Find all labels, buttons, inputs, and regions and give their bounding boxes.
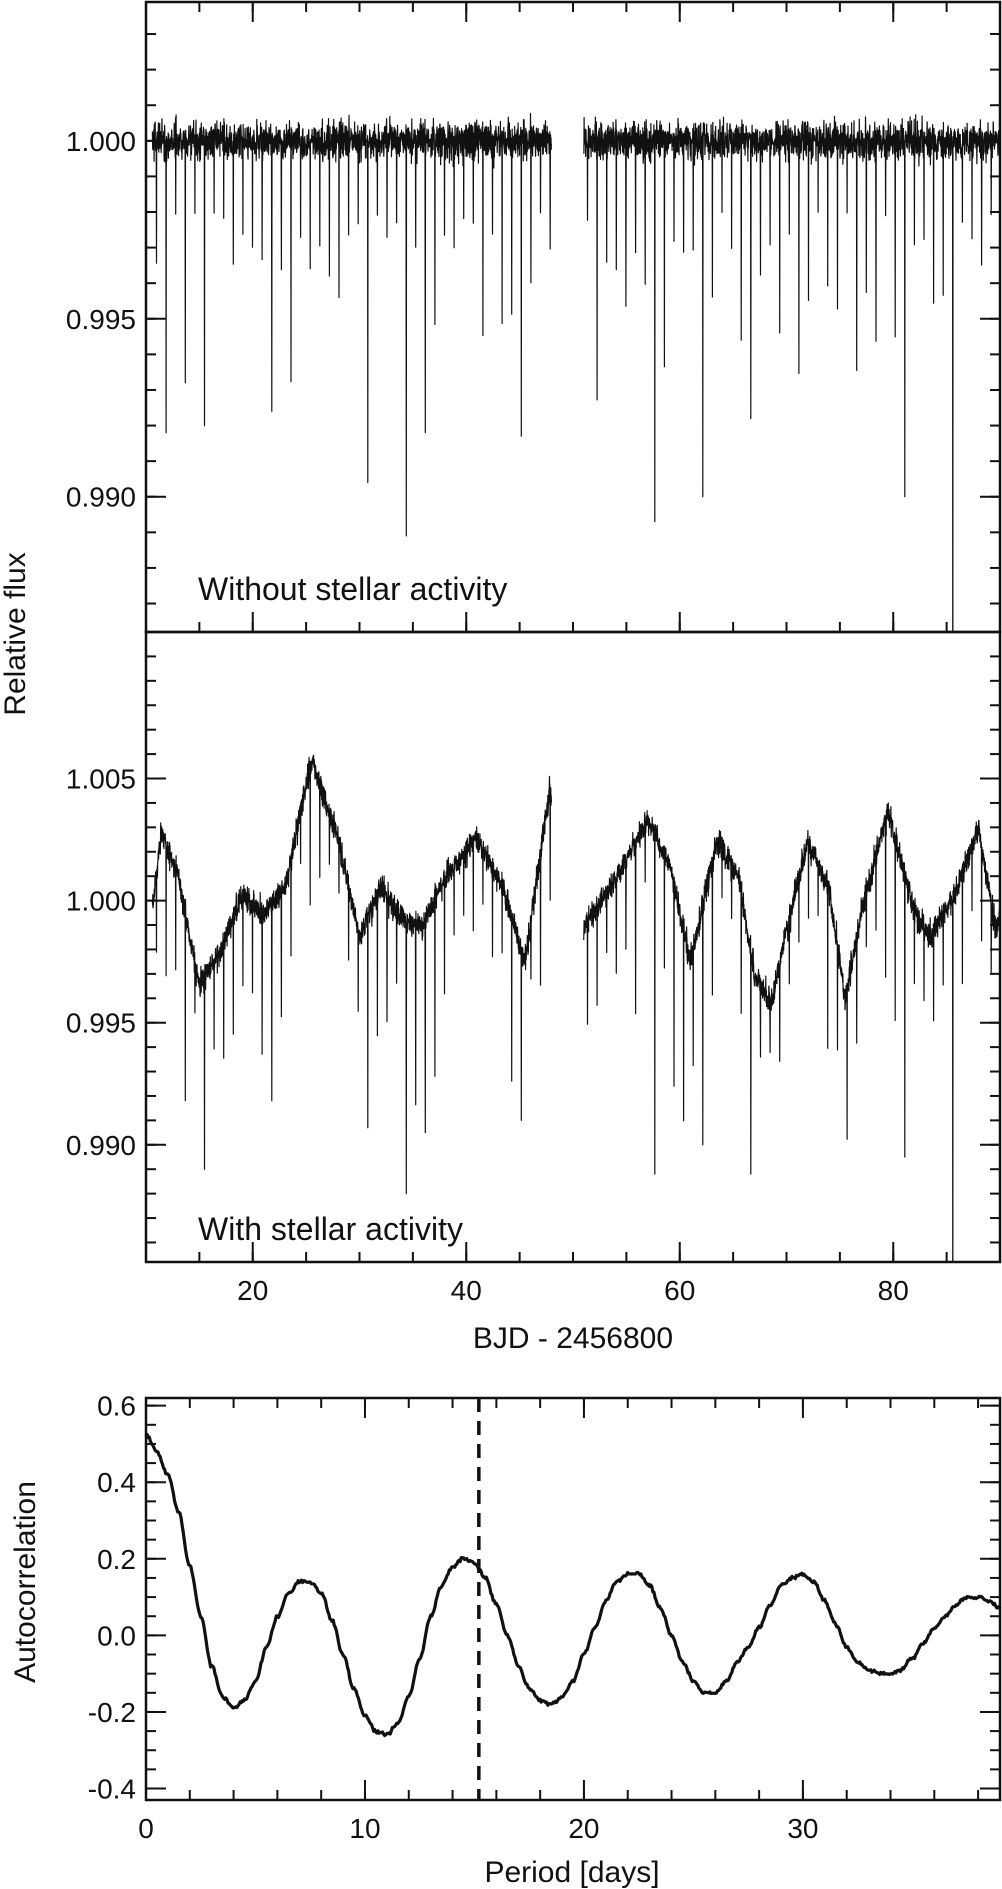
- x-axis-label-period: Period [days]: [484, 1856, 659, 1889]
- y-tick-label: 1.005: [66, 764, 136, 795]
- x-tick-label: 30: [787, 1813, 818, 1844]
- plot-frame: [144, 0, 1002, 634]
- x-axis-label-bjd: BJD - 2456800: [473, 1322, 673, 1355]
- y-tick-label: -0.2: [88, 1697, 136, 1728]
- x-tick-label: 80: [878, 1275, 909, 1306]
- y-tick-label: 0.0: [97, 1620, 136, 1651]
- light-curve-panel-no-activity: 0.990 0.995 1.000: [66, 0, 1002, 634]
- light-curve-segment-1: [151, 754, 552, 1195]
- x-tick-label: 20: [237, 1275, 268, 1306]
- plot-frame: [144, 1396, 1002, 1802]
- light-curve-segment-2: [583, 802, 1000, 1262]
- y-axis-label-relative-flux: Relative flux: [0, 552, 32, 715]
- x-tick-label: 20: [568, 1813, 599, 1844]
- light-curve-panel-with-activity: 0.990 0.995 1.000 1.005 20 40 60 80: [66, 630, 1002, 1306]
- x-tick-label: 10: [349, 1813, 380, 1844]
- y-axis-label-autocorrelation: Autocorrelation: [9, 1481, 42, 1683]
- x-tick-label: 0: [138, 1813, 154, 1844]
- light-curve-segment-1: [151, 112, 552, 537]
- x-tick-label: 60: [664, 1275, 695, 1306]
- light-curve-segment-2: [583, 114, 1000, 632]
- autocorrelation-panel: -0.4 -0.2 0.0 0.2 0.4 0.6 0 10 20 30: [88, 1391, 1002, 1844]
- y-tick-label: 0.990: [66, 482, 136, 513]
- plot-frame: [144, 630, 1002, 1264]
- y-tick-label: 0.995: [66, 304, 136, 335]
- x-tick-label: 40: [451, 1275, 482, 1306]
- y-tick-label: 0.2: [97, 1544, 136, 1575]
- y-tick-label: 1.000: [66, 126, 136, 157]
- y-tick-label: 1.000: [66, 886, 136, 917]
- autocorrelation-curve: [144, 1432, 1002, 1738]
- y-tick-label: 0.990: [66, 1130, 136, 1161]
- annotation-without-activity: Without stellar activity: [198, 571, 507, 607]
- y-tick-label: -0.4: [88, 1774, 136, 1805]
- y-tick-label: 0.995: [66, 1008, 136, 1039]
- y-tick-label: 0.6: [97, 1391, 136, 1422]
- annotation-with-activity: With stellar activity: [198, 1211, 463, 1247]
- y-tick-label: 0.4: [97, 1467, 136, 1498]
